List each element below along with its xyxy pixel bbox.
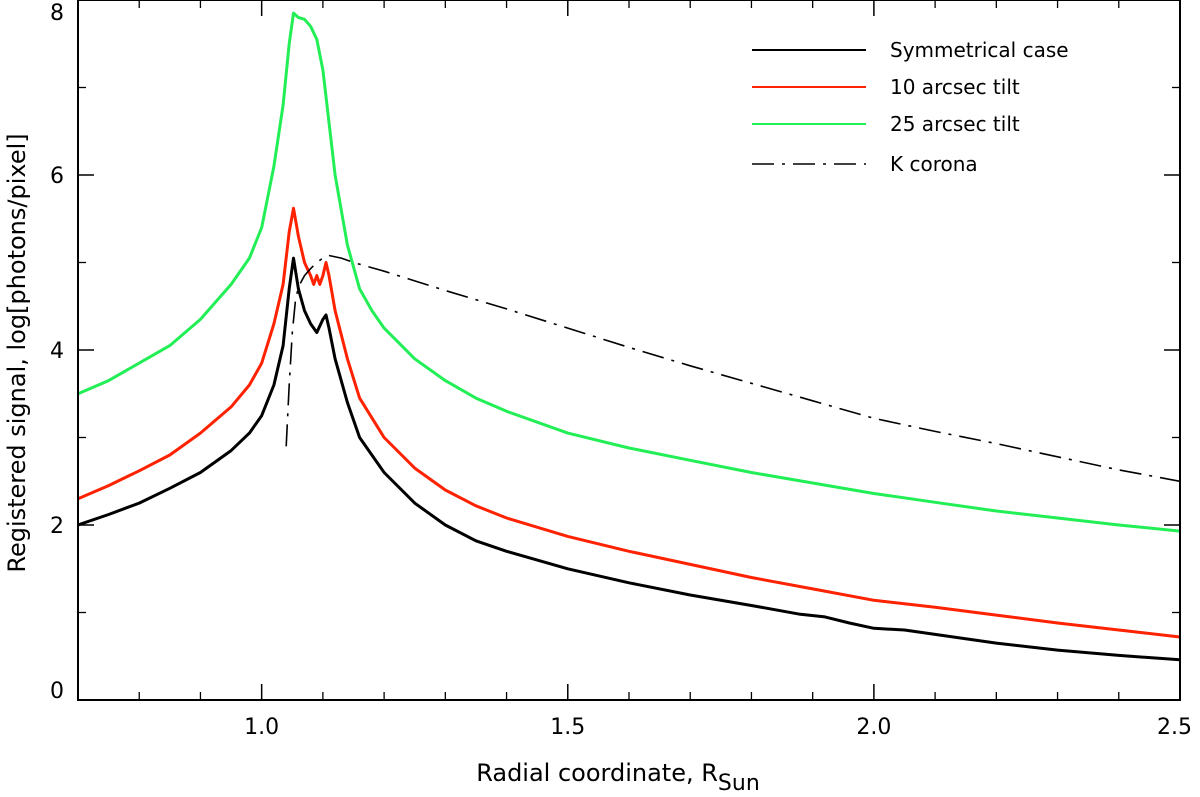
y-tick-label: 6 [50,164,64,189]
plot-frame [77,0,1181,701]
legend-label: K corona [890,152,978,176]
x-axis-title-main: Radial coordinate, R [476,759,718,787]
x-tick-label: 1.5 [550,715,585,740]
legend-label: 25 arcsec tilt [890,112,1020,136]
y-tick-labels: 0 2 4 6 8 [50,1,64,704]
x-tick-label: 2.5 [1157,715,1192,740]
series-line-k-corona [285,254,1180,483]
x-tick-labels: 1.0 1.5 2.0 2.5 [244,715,1192,740]
series-line-symmetrical-case [78,256,1180,662]
y-tick-label: 2 [50,514,64,539]
legend: Symmetrical case 10 arcsec tilt 25 arcsec … [752,38,1069,176]
y-tick-label: 4 [50,339,64,364]
legend-label: 10 arcsec tilt [890,75,1020,99]
plot-series-group [78,11,1180,662]
x-axis-title-subscript: Sun [718,771,760,796]
y-tick-label: 8 [50,1,64,26]
x-tick-label: 2.0 [856,715,891,740]
series-line-25-arcsec-tilt [78,11,1180,533]
x-axis-title: Radial coordinate, RSun [476,759,760,796]
y-axis-title: Registered signal, log[photons/pixel] [3,133,31,572]
series-line-10-arcsec-tilt [78,206,1180,639]
x-tick-label: 1.0 [244,715,279,740]
y-tick-label: 0 [50,679,64,704]
major-ticks [78,0,1181,701]
legend-label: Symmetrical case [890,38,1069,62]
minor-ticks [77,0,1180,700]
